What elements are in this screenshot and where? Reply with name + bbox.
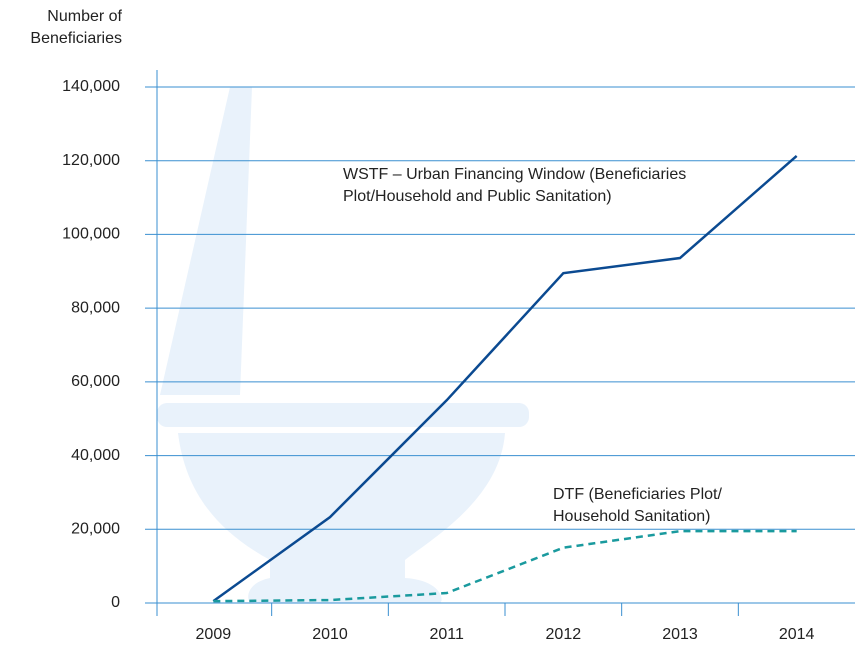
x-tick-label: 2012	[546, 626, 582, 643]
series-label: DTF (Beneficiaries Plot/ Household Sanit…	[553, 484, 763, 528]
y-tick-label: 100,000	[62, 226, 120, 243]
y-tick-label: 20,000	[71, 521, 120, 538]
y-axis-title: Number of Beneficiaries	[0, 6, 122, 50]
y-tick-label: 0	[111, 594, 120, 611]
x-tick-label: 2013	[662, 626, 698, 643]
series-label: WSTF – Urban Financing Window (Beneficia…	[343, 164, 763, 208]
y-tick-label: 80,000	[71, 299, 120, 316]
y-tick-label: 40,000	[71, 447, 120, 464]
x-tick-label: 2011	[429, 626, 464, 643]
x-tick-label: 2009	[196, 626, 232, 643]
chart: 0 20,000 40,000 60,000 80,000 100,000 120,000 1…	[0, 0, 856, 649]
y-tick-label: 120,000	[62, 152, 120, 169]
y-tick-label: 60,000	[71, 373, 120, 390]
x-tick-label: 2014	[779, 626, 815, 643]
y-tick-label: 140,000	[62, 78, 120, 95]
x-tick-label: 2010	[312, 626, 348, 643]
page: 0 20,000 40,000 60,000 80,000 100,000 120,000 1…	[0, 0, 856, 649]
